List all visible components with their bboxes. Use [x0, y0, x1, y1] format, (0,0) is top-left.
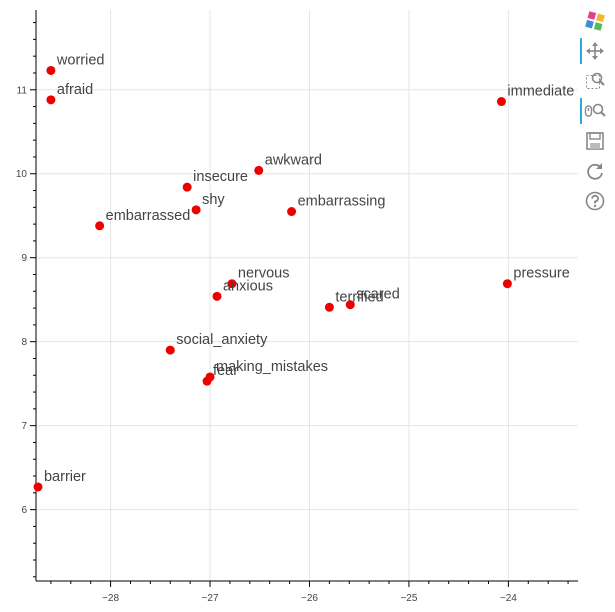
data-point [324, 302, 334, 312]
data-point [95, 221, 105, 231]
x-tick-label: −28 [102, 593, 119, 604]
x-tick-label: −25 [400, 593, 417, 604]
wheel-zoom-tool-button[interactable] [580, 98, 608, 124]
y-tick-label: 11 [17, 85, 28, 96]
data-point-label: terrified [335, 289, 383, 305]
data-point-label: barrier [44, 469, 86, 485]
x-tick-label: −26 [301, 593, 318, 604]
data-point [165, 345, 175, 355]
data-point-label: embarrassed [106, 208, 191, 224]
data-point [287, 207, 297, 217]
data-point-label: insecure [193, 169, 248, 185]
data-point-label: social_anxiety [176, 332, 268, 348]
data-point-label: pressure [513, 266, 569, 282]
data-point-label: making_mistakes [216, 359, 328, 375]
data-point-label: immediate [507, 84, 574, 100]
data-point [191, 205, 201, 215]
reset-tool-button[interactable] [582, 158, 608, 184]
grid [36, 10, 578, 581]
wheel-zoom-icon [584, 103, 606, 117]
save-tool-button[interactable] [582, 128, 608, 154]
box-zoom-icon [586, 72, 605, 89]
box-zoom-tool-button[interactable] [582, 68, 608, 94]
reset-icon [587, 163, 603, 180]
data-point [254, 165, 264, 175]
pan-tool-button[interactable] [580, 38, 608, 64]
data-point [502, 279, 512, 289]
data-point-label: shy [202, 192, 225, 208]
x-tick-label: −27 [202, 593, 219, 604]
point-labels: worried afraid immediate awkward insecure shy… [44, 52, 574, 484]
y-tick-label: 10 [16, 169, 28, 180]
data-points [33, 65, 512, 492]
y-tick-label: 6 [21, 505, 27, 516]
data-point-label: embarrassing [298, 194, 386, 210]
data-point-label: anxious [223, 278, 273, 294]
data-point-label: nervous [238, 266, 290, 282]
plot-toolbar [578, 6, 612, 216]
data-point-label: scared [356, 287, 400, 303]
x-tick-label: −24 [500, 593, 517, 604]
pan-icon [586, 42, 604, 60]
y-tick-label: 7 [21, 421, 27, 432]
save-icon [586, 132, 604, 150]
data-point [33, 482, 43, 492]
bokeh-logo-icon[interactable] [582, 8, 608, 34]
data-point [202, 376, 212, 386]
data-point-label: awkward [265, 152, 322, 168]
y-tick-label: 8 [21, 337, 27, 348]
data-point-label: worried [56, 52, 105, 68]
axes: −28 −27 −26 −25 −24 6 7 8 9 10 11 [16, 10, 578, 604]
data-point-label: afraid [57, 82, 93, 98]
data-point [46, 65, 56, 75]
data-point [496, 97, 506, 107]
help-tool-button[interactable] [582, 188, 608, 214]
data-point [227, 279, 237, 289]
data-point [212, 291, 222, 301]
data-point-label: fear [213, 363, 238, 379]
scatter-plot[interactable]: −28 −27 −26 −25 −24 6 7 8 9 10 11 worried afraid imm… [0, 0, 578, 612]
y-tick-label: 9 [21, 253, 27, 264]
data-point [345, 300, 355, 310]
help-icon [585, 191, 605, 211]
data-point [182, 182, 192, 192]
data-point [46, 95, 56, 105]
